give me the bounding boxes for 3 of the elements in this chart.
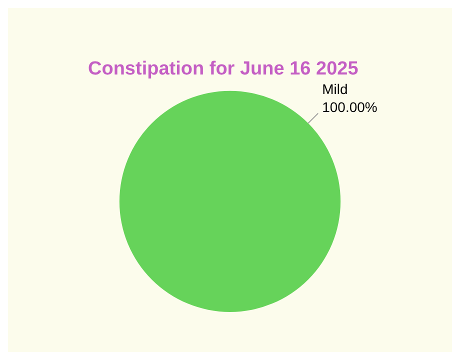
chart-title: Constipation for June 16 2025: [88, 58, 359, 80]
data-label: 100.00%: [322, 99, 378, 116]
slice-label: Mild: [322, 81, 348, 98]
